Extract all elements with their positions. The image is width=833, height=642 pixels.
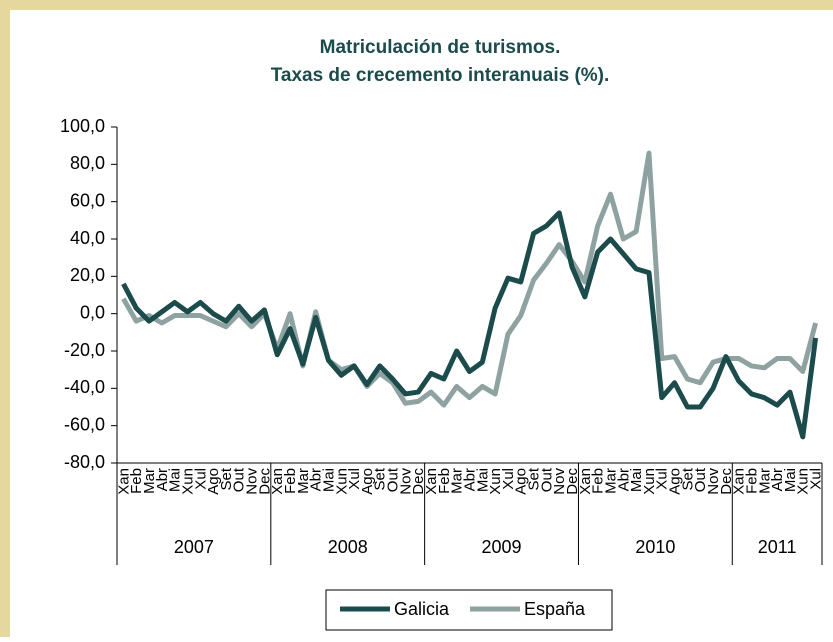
chart-title: Matriculación de turismos. xyxy=(320,37,561,58)
series-line xyxy=(121,210,819,440)
x-tick-label: Nov xyxy=(244,468,261,495)
x-tick-label: Out xyxy=(692,467,709,492)
group-label: 2008 xyxy=(328,537,368,557)
x-tick-label: Xul xyxy=(500,468,517,490)
x-tick-label: Dec xyxy=(564,468,581,495)
x-tick-label: Xan xyxy=(269,468,286,495)
legend-label: España xyxy=(524,599,586,619)
x-tick-label: Xan xyxy=(115,468,132,495)
x-tick-label: Ago xyxy=(359,468,376,495)
x-tick-label: Dec xyxy=(256,468,273,495)
x-tick-label: Mar xyxy=(756,468,773,494)
y-tick-label: -80,0 xyxy=(64,452,105,472)
x-tick-label: Ago xyxy=(513,468,530,495)
x-tick-label: Feb xyxy=(743,468,760,494)
x-tick-label: Mar xyxy=(295,468,312,494)
x-tick-label: Xan xyxy=(577,468,594,495)
x-tick-label: Xun xyxy=(487,468,504,495)
x-tick-label: Ago xyxy=(205,468,222,495)
x-tick-label: Xan xyxy=(423,468,440,495)
x-tick-label: Mai xyxy=(167,468,184,492)
y-tick-label: 0,0 xyxy=(80,302,105,322)
x-tick-label: Nov xyxy=(705,468,722,495)
x-tick-label: Feb xyxy=(282,468,299,494)
group-label: 2007 xyxy=(174,537,214,557)
x-tick-label: Mar xyxy=(602,468,619,494)
x-tick-label: Set xyxy=(372,467,389,490)
x-tick-label: Set xyxy=(526,467,543,490)
x-tick-label: Mai xyxy=(782,468,799,492)
x-tick-label: Ago xyxy=(667,468,684,495)
x-tick-label: Out xyxy=(538,467,555,492)
y-tick-label: -40,0 xyxy=(64,377,105,397)
x-tick-label: Dec xyxy=(410,468,427,495)
x-tick-label: Abr xyxy=(769,468,786,491)
x-tick-label: Out xyxy=(231,467,248,492)
x-tick-label: Out xyxy=(385,467,402,492)
x-tick-label: Feb xyxy=(436,468,453,494)
panel xyxy=(10,10,833,637)
x-tick-label: Set xyxy=(679,467,696,490)
x-tick-label: Abr xyxy=(461,468,478,491)
y-tick-label: 40,0 xyxy=(70,228,105,248)
x-tick-label: Xun xyxy=(179,468,196,495)
x-tick-label: Abr xyxy=(615,468,632,491)
x-tick-label: Feb xyxy=(128,468,145,494)
y-tick-label: 20,0 xyxy=(70,265,105,285)
x-tick-label: Xul xyxy=(192,468,209,490)
x-tick-label: Xan xyxy=(731,468,748,495)
x-tick-label: Mar xyxy=(141,468,158,494)
x-tick-label: Nov xyxy=(397,468,414,495)
series-line xyxy=(121,150,819,408)
y-tick-label: 60,0 xyxy=(70,190,105,210)
x-tick-label: Abr xyxy=(154,468,171,491)
legend-label: Galicia xyxy=(394,599,450,619)
x-tick-label: Xul xyxy=(654,468,671,490)
x-tick-label: Xun xyxy=(641,468,658,495)
group-label: 2010 xyxy=(635,537,675,557)
x-tick-label: Mai xyxy=(320,468,337,492)
x-tick-label: Xul xyxy=(346,468,363,490)
y-tick-label: -20,0 xyxy=(64,340,105,360)
chart-subtitle: Taxas de crecemento interanuais (%). xyxy=(271,65,610,86)
x-tick-label: Mai xyxy=(474,468,491,492)
x-tick-label: Abr xyxy=(308,468,325,491)
x-tick-label: Mar xyxy=(449,468,466,494)
y-tick-label: 100,0 xyxy=(60,116,105,136)
x-tick-label: Xun xyxy=(795,468,812,495)
x-tick-label: Xun xyxy=(333,468,350,495)
x-tick-label: Mai xyxy=(628,468,645,492)
y-tick-label: 80,0 xyxy=(70,153,105,173)
group-label: 2011 xyxy=(758,537,797,557)
group-label: 2009 xyxy=(482,537,522,557)
x-tick-label: Dec xyxy=(718,468,735,495)
x-tick-label: Feb xyxy=(590,468,607,494)
x-tick-label: Set xyxy=(218,467,235,490)
x-tick-label: Nov xyxy=(551,468,568,495)
y-tick-label: -60,0 xyxy=(64,414,105,434)
x-tick-label: Xul xyxy=(808,468,825,490)
